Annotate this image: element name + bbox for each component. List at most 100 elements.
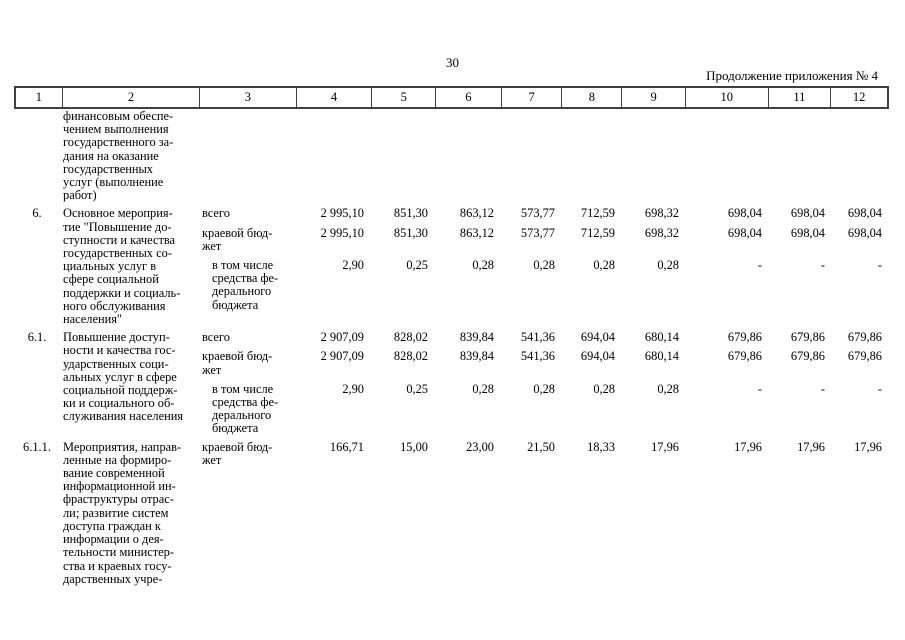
value-cell: 863,12 [459, 206, 494, 221]
funding-row-regional-budget: краевой бюд- жет 2 907,09 828,02 839,84 541… [198, 349, 889, 377]
value-cell: - [877, 258, 882, 273]
value-cell: 698,04 [790, 225, 825, 240]
funding-source-label: краевой бюд- жет [202, 349, 273, 377]
value-cell: 679,86 [790, 349, 825, 364]
activity-name: Повышение доступ- ности и качества гос- … [63, 330, 184, 424]
funding-row-total: всего 2 907,09 828,02 839,84 541,36 694,04 68… [198, 331, 889, 344]
value-cell: 17,96 [854, 439, 882, 454]
header-cell: 12 [830, 88, 887, 107]
value-cell: 17,96 [734, 439, 762, 454]
value-cell: 0,28 [472, 381, 494, 396]
activity-name: Основное мероприя- тие "Повышение до- ст… [63, 206, 181, 327]
value-cell: 0,28 [533, 381, 555, 396]
value-cell: 0,28 [657, 258, 679, 273]
value-cell: 541,36 [520, 330, 555, 345]
header-cell: 3 [199, 88, 296, 107]
header-cell: 9 [621, 88, 685, 107]
value-cell: 679,86 [847, 330, 882, 345]
header-cell: 5 [371, 88, 435, 107]
table-body: финансовым обеспе- чением выполнения гос… [14, 109, 889, 586]
funding-row-federal-funds: в том числе средства фе- дерального бюдж… [198, 381, 889, 436]
header-cell: 1 [35, 90, 43, 104]
value-cell: - [820, 258, 825, 273]
table-row-6-1-1: 6.1.1. Мероприятия, направ- ленные на фо… [14, 439, 889, 586]
value-cell: 2 907,09 [320, 330, 364, 345]
value-cell: 2 995,10 [320, 225, 364, 240]
header-cell: 2 [61, 88, 199, 107]
continuation-note: Продолжение приложения № 4 [706, 68, 878, 83]
value-cell: 863,12 [459, 225, 494, 240]
funding-rows: всего 2 907,09 828,02 839,84 541,36 694,04 68… [198, 331, 889, 435]
value-cell: 166,71 [329, 439, 364, 454]
value-cell: - [757, 258, 762, 273]
value-cell: 573,77 [520, 225, 555, 240]
value-cell: 15,00 [400, 439, 428, 454]
value-cell: - [877, 381, 882, 396]
value-cell: 541,36 [520, 349, 555, 364]
header-cell: 4 [295, 88, 372, 107]
value-cell: 828,02 [393, 330, 428, 345]
value-cell: 851,30 [393, 225, 428, 240]
value-cell: - [757, 381, 762, 396]
page-number: 30 [446, 55, 459, 70]
value-cell: 698,04 [727, 225, 762, 240]
row-number: 6.1. [27, 330, 47, 345]
value-cell: - [820, 381, 825, 396]
value-cell: 698,04 [847, 206, 882, 221]
value-cell: 0,28 [533, 258, 555, 273]
value-cell: 680,14 [644, 349, 679, 364]
funding-row-total: всего 2 995,10 851,30 863,12 573,77 712,59 69… [198, 207, 889, 220]
funding-row-regional-budget: краевой бюд- жет 2 995,10 851,30 863,12 573… [198, 225, 889, 253]
value-cell: 679,86 [727, 330, 762, 345]
value-cell: 679,86 [847, 349, 882, 364]
value-cell: 0,28 [472, 258, 494, 273]
value-cell: 17,96 [651, 439, 679, 454]
value-cell: 0,25 [406, 381, 428, 396]
activity-name: Мероприятия, направ- ленные на формиро- … [63, 439, 182, 586]
value-cell: 2 907,09 [320, 349, 364, 364]
header-cell: 8 [561, 88, 621, 107]
value-cell: 828,02 [393, 349, 428, 364]
value-cell: 679,86 [790, 330, 825, 345]
table-row-6-1: 6.1. Повышение доступ- ности и качества … [14, 331, 889, 435]
value-cell: 0,25 [406, 258, 428, 273]
value-cell: 0,28 [657, 381, 679, 396]
value-cell: 694,04 [580, 330, 615, 345]
value-cell: 851,30 [393, 206, 428, 221]
value-cell: 698,04 [790, 206, 825, 221]
value-cell: 2,90 [342, 381, 364, 396]
funding-source-label: всего [202, 206, 230, 221]
value-cell: 712,59 [580, 206, 615, 221]
value-cell: 694,04 [580, 349, 615, 364]
value-cell: 712,59 [580, 225, 615, 240]
table-header-row: 1 2 3 4 5 6 7 8 9 10 11 12 [14, 86, 889, 109]
funding-rows: краевой бюд- жет 166,71 15,00 23,00 21,50 18… [198, 439, 889, 467]
value-cell: 18,33 [587, 439, 615, 454]
value-cell: 0,28 [593, 258, 615, 273]
funding-source-label: краевой бюд- жет [202, 225, 273, 253]
value-cell: 17,96 [797, 439, 825, 454]
row-number: 6. [32, 206, 42, 221]
value-cell: 839,84 [459, 349, 494, 364]
value-cell: 2 995,10 [320, 206, 364, 221]
value-cell: 839,84 [459, 330, 494, 345]
value-cell: 679,86 [727, 349, 762, 364]
value-cell: 698,32 [644, 206, 679, 221]
funding-row-regional-budget: краевой бюд- жет 166,71 15,00 23,00 21,50 18… [198, 439, 889, 467]
funding-rows: всего 2 995,10 851,30 863,12 573,77 712,59 69… [198, 207, 889, 311]
value-cell: 21,50 [527, 439, 555, 454]
value-cell: 573,77 [520, 206, 555, 221]
value-cell: 2,90 [342, 258, 364, 273]
table-row-6: 6. Основное мероприя- тие "Повышение до-… [14, 207, 889, 326]
value-cell: 680,14 [644, 330, 679, 345]
value-cell: 0,28 [593, 381, 615, 396]
row-number: 6.1.1. [23, 439, 51, 454]
header-cell: 6 [435, 88, 501, 107]
table-row-carryover: финансовым обеспе- чением выполнения гос… [14, 109, 889, 202]
value-cell: 698,04 [727, 206, 762, 221]
funding-source-label: всего [202, 330, 230, 345]
funding-row-federal-funds: в том числе средства фе- дерального бюдж… [198, 258, 889, 312]
funding-source-label: в том числе средства фе- дерального бюдж… [212, 258, 279, 312]
header-cell: 10 [684, 88, 768, 107]
funding-source-label: в том числе средства фе- дерального бюдж… [212, 381, 279, 436]
